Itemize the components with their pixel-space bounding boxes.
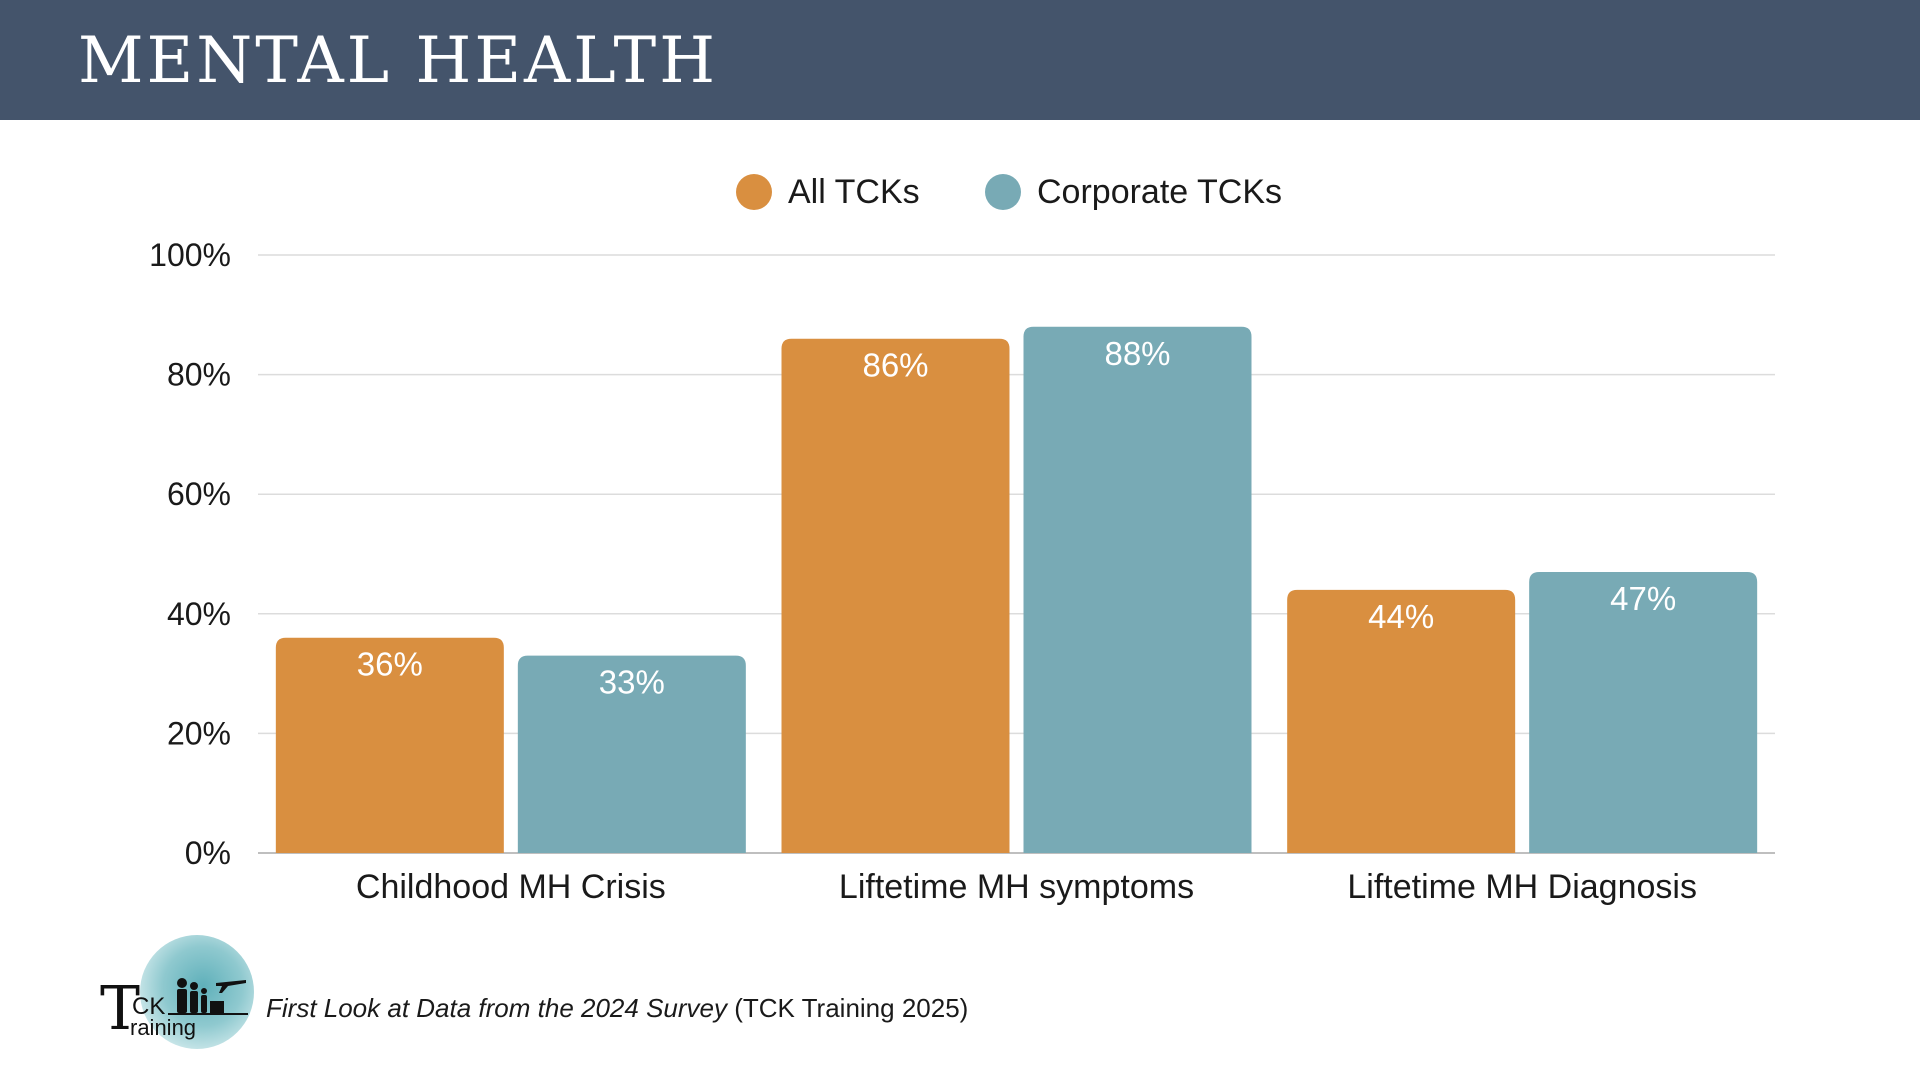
header-bar: MENTAL HEALTH — [0, 0, 1920, 120]
y-tick-label: 60% — [167, 476, 231, 512]
logo-text-raining: raining — [130, 1015, 197, 1040]
grid-lines — [258, 254, 1775, 854]
x-category-label: Liftetime MH Diagnosis — [1347, 868, 1697, 906]
x-category-label: Childhood MH Crisis — [356, 868, 666, 906]
x-axis-categories: Childhood MH Crisis Liftetime MH symptoms… — [356, 868, 1697, 906]
bar-value-label: 86% — [862, 347, 928, 384]
bar — [1287, 589, 1516, 853]
bar-value-label: 47% — [1610, 580, 1676, 617]
x-category-label: Liftetime MH symptoms — [839, 868, 1194, 906]
bar — [1023, 326, 1252, 853]
legend-label: All TCKs — [788, 173, 920, 211]
footer: T CK raining First Look at Data from the… — [100, 935, 1000, 1055]
logo-text-ck: CK — [132, 993, 166, 1020]
y-axis-ticks: 0% 20% 40% 60% 80% 100% — [149, 237, 231, 871]
y-tick-label: 100% — [149, 237, 231, 273]
legend: All TCKs Corporate TCKs — [736, 173, 1282, 211]
y-tick-label: 20% — [167, 715, 231, 751]
page-title: MENTAL HEALTH — [78, 24, 719, 98]
bar-value-label: 88% — [1104, 335, 1170, 372]
legend-label: Corporate TCKs — [1037, 173, 1282, 211]
source-citation: First Look at Data from the 2024 Survey … — [266, 993, 968, 1024]
bar-value-label: 36% — [357, 646, 423, 683]
logo-letter-t: T — [100, 974, 141, 1044]
source-title: First Look at Data from the 2024 Survey — [266, 993, 727, 1023]
bar — [1529, 571, 1758, 853]
family-silhouette-icon — [168, 978, 248, 1015]
y-tick-label: 0% — [185, 835, 231, 871]
bar — [275, 637, 504, 853]
bar-value-label: 44% — [1368, 598, 1434, 635]
bar-chart: All TCKs Corporate TCKs 0% 20% 40% 60% 80% 100… — [149, 173, 1775, 906]
bar — [781, 338, 1010, 854]
legend-swatch — [985, 174, 1021, 210]
y-tick-label: 80% — [167, 357, 231, 393]
bars: 36% 33% 86% 88% 44% 47% — [275, 326, 1758, 854]
bar-value-label: 33% — [599, 664, 665, 701]
bar — [517, 655, 746, 853]
legend-swatch — [736, 174, 772, 210]
y-tick-label: 40% — [167, 596, 231, 632]
source-attribution: (TCK Training 2025) — [727, 993, 969, 1023]
